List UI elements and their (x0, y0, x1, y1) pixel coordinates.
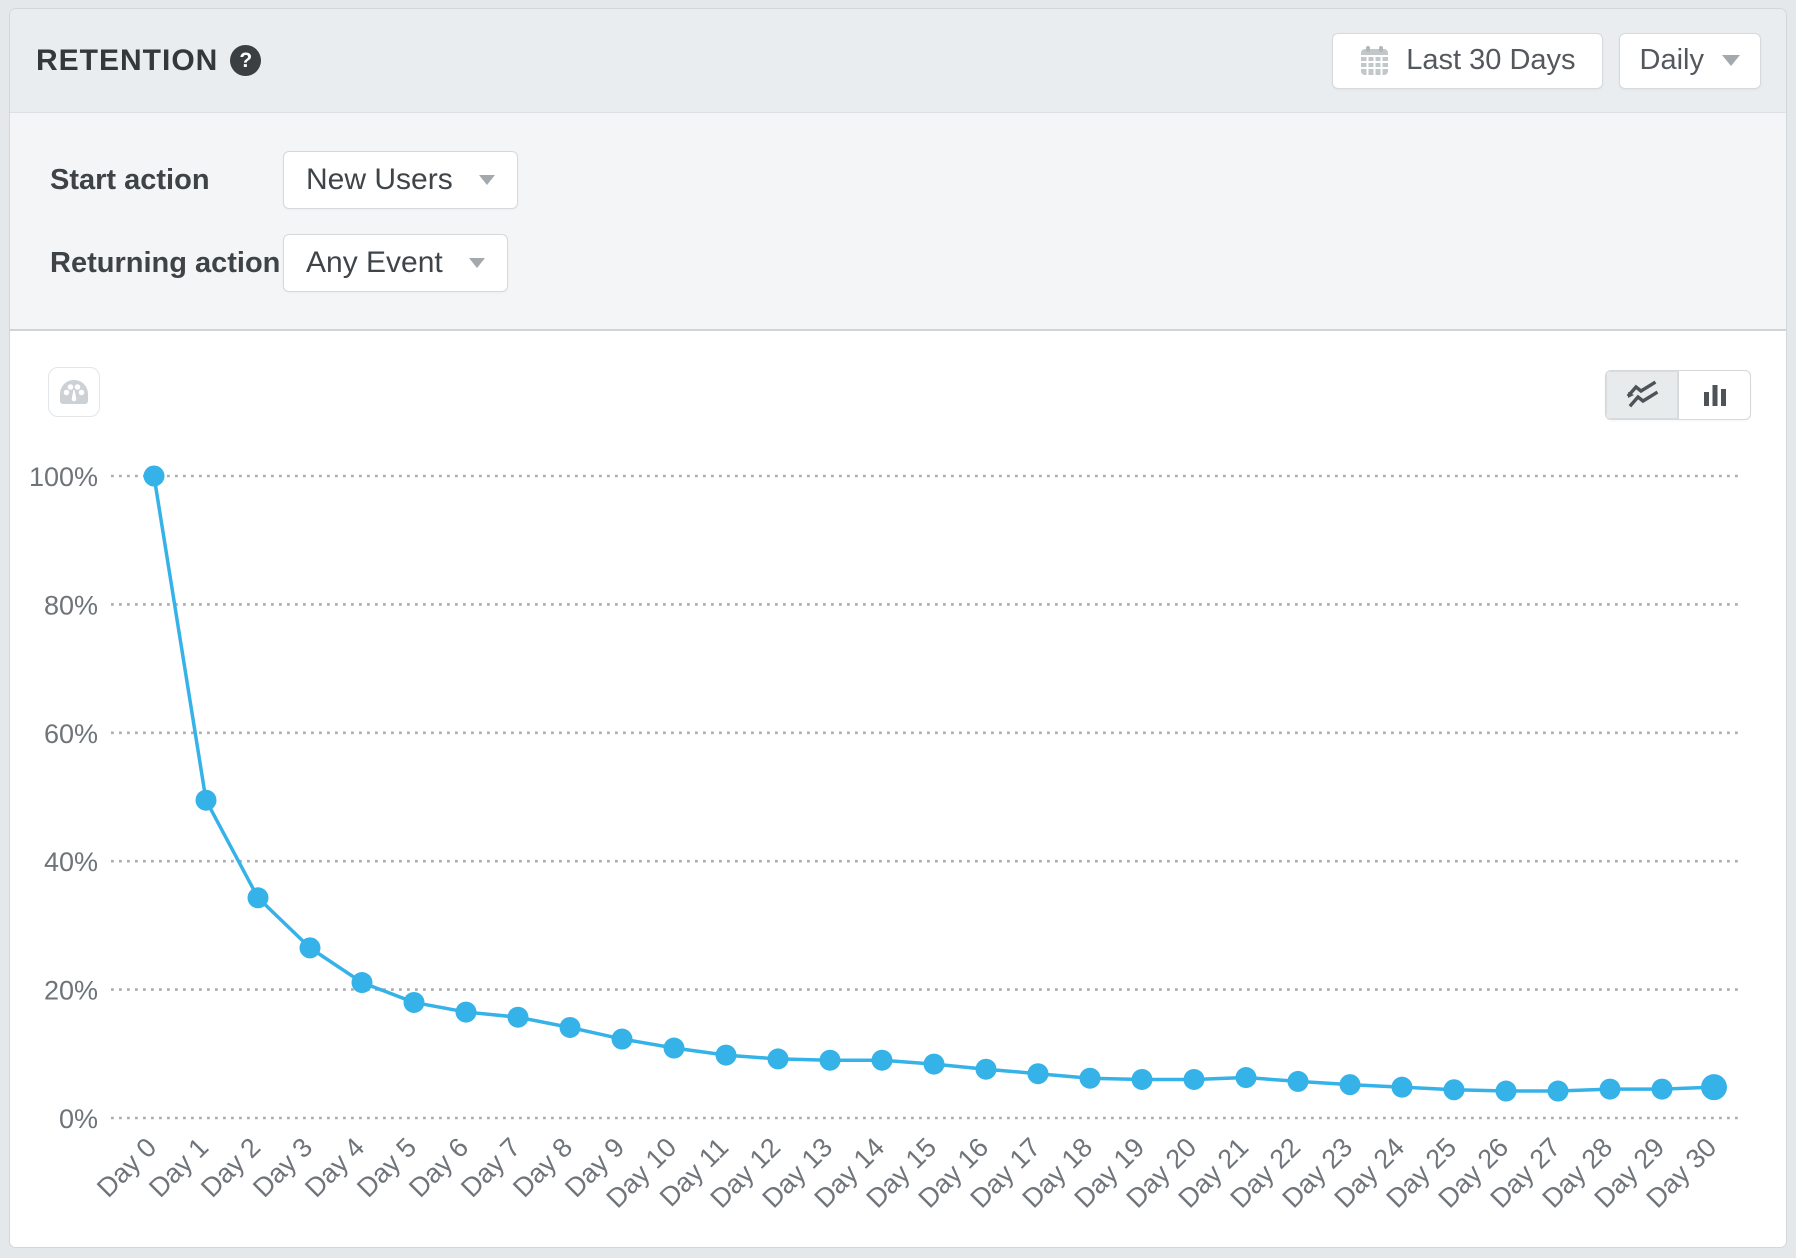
start-action-row: Start action New Users (50, 151, 1786, 209)
data-point[interactable] (1547, 1080, 1569, 1102)
data-point[interactable] (455, 1001, 477, 1023)
granularity-dropdown[interactable]: Daily (1618, 32, 1761, 89)
line-chart-icon (1626, 380, 1659, 408)
x-tick-label: Day 0 (91, 1132, 162, 1203)
data-point[interactable] (1443, 1079, 1465, 1101)
date-range-button[interactable]: Last 30 Days (1332, 32, 1603, 89)
x-tick-label: Day 6 (403, 1132, 474, 1203)
help-icon[interactable]: ? (230, 45, 262, 76)
x-tick-label: Day 8 (507, 1132, 578, 1203)
page-title: RETENTION (36, 43, 219, 77)
data-point[interactable] (1651, 1078, 1673, 1100)
data-point[interactable] (351, 972, 373, 994)
data-point[interactable] (559, 1016, 581, 1038)
data-point[interactable] (195, 789, 217, 811)
y-tick-label: 80% (44, 590, 98, 620)
data-point[interactable] (1287, 1070, 1309, 1092)
data-point[interactable] (611, 1028, 633, 1050)
data-point[interactable] (1235, 1067, 1257, 1089)
data-point[interactable] (1701, 1074, 1727, 1101)
data-point[interactable] (663, 1037, 685, 1059)
bar-chart-icon (1703, 385, 1726, 406)
data-point[interactable] (403, 991, 425, 1013)
data-point[interactable] (1079, 1067, 1101, 1089)
data-point[interactable] (767, 1048, 789, 1070)
data-point[interactable] (299, 937, 321, 959)
help-glyph: ? (239, 49, 253, 72)
x-tick-label: Day 2 (195, 1132, 266, 1203)
data-point[interactable] (715, 1044, 737, 1066)
returning-action-select[interactable]: Any Event (283, 234, 508, 292)
returning-action-label: Returning action (50, 246, 281, 279)
date-range-label: Last 30 Days (1406, 44, 1576, 76)
granularity-label: Daily (1639, 44, 1704, 76)
y-tick-label: 60% (44, 719, 98, 749)
line-view-button[interactable] (1606, 371, 1678, 419)
data-point[interactable] (1339, 1074, 1361, 1096)
y-tick-label: 0% (59, 1104, 98, 1134)
start-action-value: New Users (306, 163, 453, 196)
y-tick-label: 40% (44, 847, 98, 877)
data-point[interactable] (143, 465, 165, 487)
chart-section: 0% 20% 40% 60% 80% 100% Day 0 Day 1 Day 2 Day 3 Da… (10, 331, 1786, 1247)
chevron-down-icon (478, 175, 495, 185)
x-tick-label: Day 4 (299, 1132, 370, 1203)
x-tick-label: Day 7 (455, 1132, 526, 1203)
data-point[interactable] (1599, 1078, 1621, 1100)
retention-line (152, 474, 1716, 1093)
data-point[interactable] (1391, 1076, 1413, 1098)
y-tick-label: 20% (44, 976, 98, 1006)
data-point[interactable] (1495, 1080, 1517, 1102)
palette-icon (60, 380, 88, 404)
x-tick-label: Day 5 (351, 1132, 422, 1203)
data-point[interactable] (1027, 1063, 1049, 1085)
chart-view-toggle (1605, 370, 1751, 420)
color-palette-button[interactable] (48, 367, 100, 417)
data-point[interactable] (1131, 1068, 1153, 1090)
data-point[interactable] (975, 1058, 997, 1080)
report-header: RETENTION ? Last 30 Days Daily (10, 9, 1786, 113)
bar-view-button[interactable] (1678, 371, 1750, 419)
data-point[interactable] (1183, 1068, 1205, 1090)
data-point[interactable] (507, 1006, 529, 1028)
report-controls: Start action New Users Returning action … (10, 113, 1786, 331)
calendar-icon (1361, 45, 1389, 75)
start-action-select[interactable]: New Users (283, 151, 518, 209)
x-tick-label: Day 3 (247, 1132, 318, 1203)
returning-action-value: Any Event (306, 246, 443, 279)
chevron-down-icon (1722, 55, 1740, 66)
x-tick-label: Day 1 (143, 1132, 214, 1203)
data-point[interactable] (871, 1049, 893, 1071)
retention-report-card: RETENTION ? Last 30 Days Daily (9, 8, 1787, 1248)
data-point[interactable] (819, 1049, 841, 1071)
chevron-down-icon (468, 258, 485, 268)
data-point[interactable] (247, 887, 269, 909)
start-action-label: Start action (50, 163, 210, 196)
returning-action-row: Returning action Any Event (50, 234, 1786, 292)
y-tick-label: 100% (29, 462, 98, 492)
data-point[interactable] (923, 1053, 945, 1075)
